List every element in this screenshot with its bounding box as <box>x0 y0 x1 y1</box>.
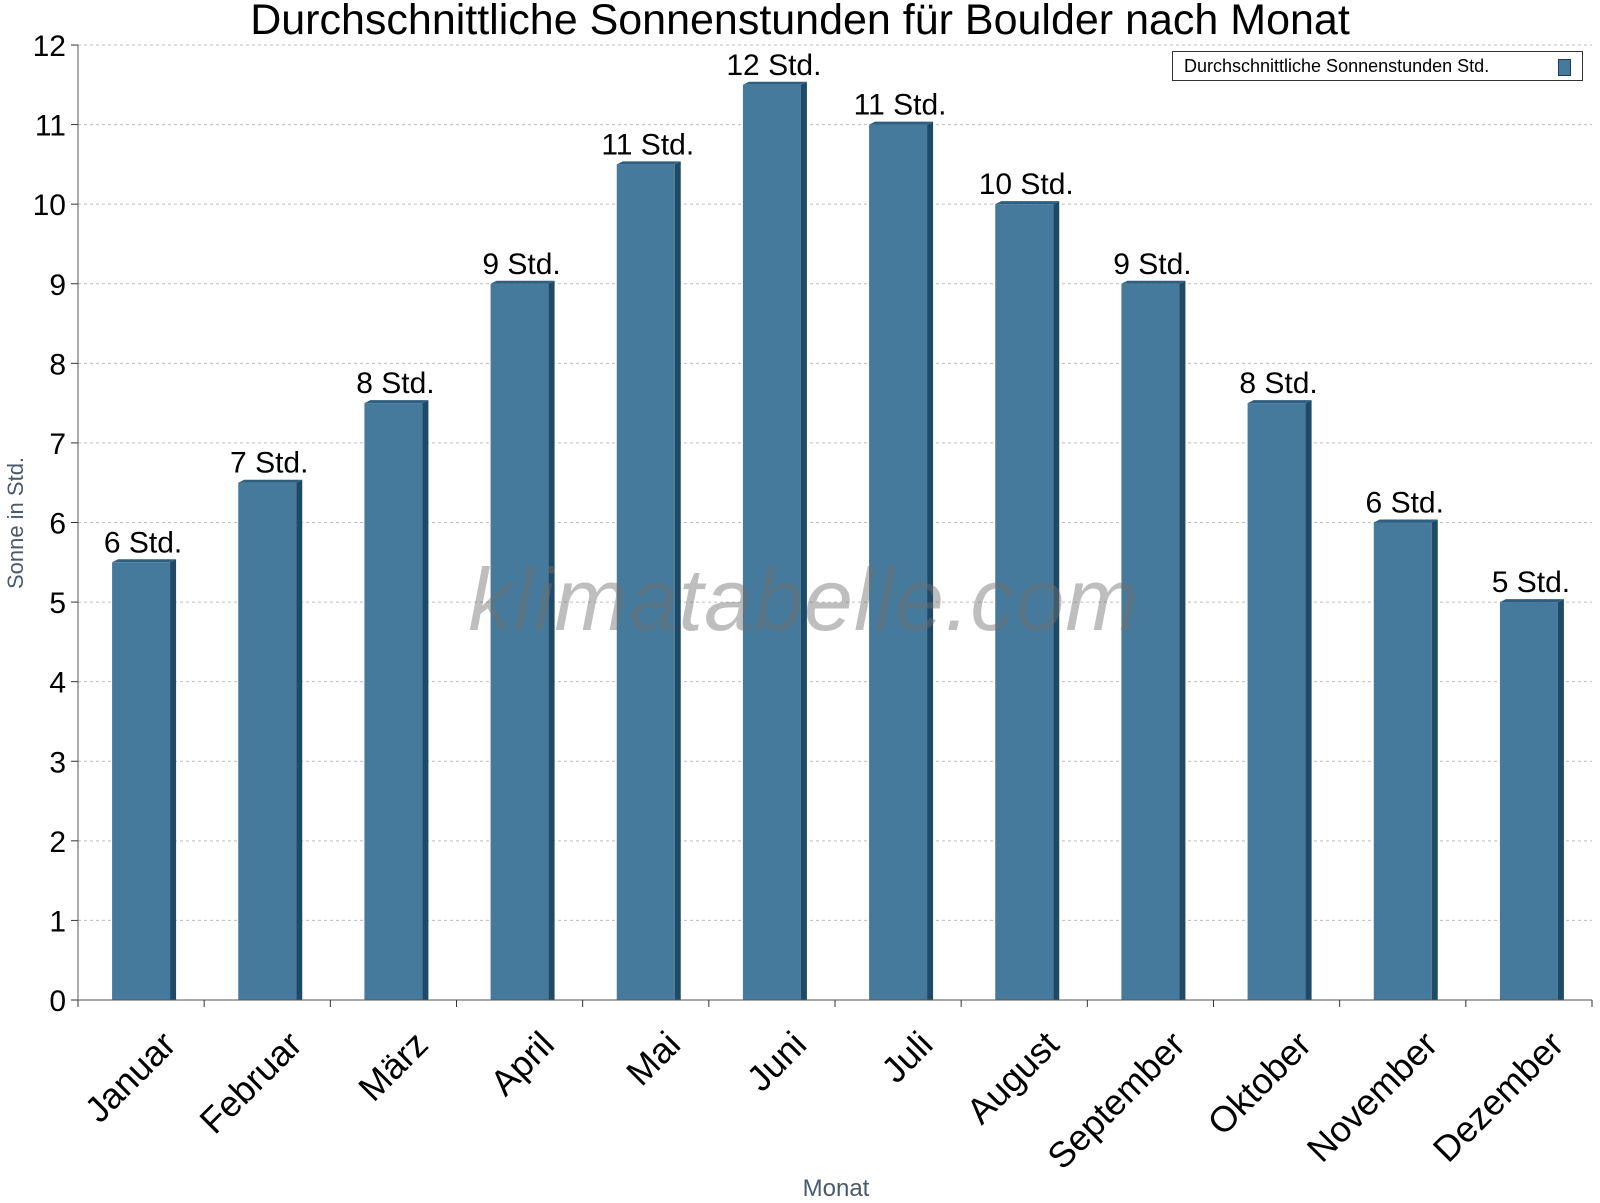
bar-top <box>742 81 807 85</box>
bar <box>112 562 171 1000</box>
bar-top <box>1373 519 1438 523</box>
bar-side <box>674 161 681 1000</box>
y-tick-label: 10 <box>33 189 66 222</box>
bar-side <box>1431 519 1438 1000</box>
legend: Durchschnittliche Sonnenstunden Std. <box>1172 51 1583 81</box>
data-label: 7 Std. <box>230 447 308 480</box>
y-tick-label: 8 <box>49 348 66 381</box>
y-tick-label: 2 <box>49 826 66 859</box>
data-label: 6 Std. <box>104 526 182 559</box>
data-label: 9 Std. <box>1113 248 1191 281</box>
bar-side <box>170 559 177 1000</box>
x-tick-label: November <box>1299 1023 1445 1169</box>
bar-side <box>1053 201 1060 1000</box>
bar-top <box>1247 400 1312 404</box>
y-tick-label: 9 <box>49 269 66 302</box>
bar-top <box>616 161 681 165</box>
x-tick-label: Dezember <box>1425 1023 1571 1169</box>
bar <box>1121 283 1180 1000</box>
x-tick-label: April <box>482 1023 562 1103</box>
bar-top <box>1499 599 1564 603</box>
x-tick-label: Juni <box>739 1023 815 1099</box>
y-tick-label: 5 <box>49 587 66 620</box>
bar <box>364 403 423 1000</box>
y-tick-label: 4 <box>49 667 66 700</box>
bar <box>1373 522 1432 1000</box>
bar <box>995 204 1054 1000</box>
data-label: 9 Std. <box>482 248 560 281</box>
data-label: 12 Std. <box>726 49 821 82</box>
y-tick-label: 6 <box>49 508 66 541</box>
x-tick-label: August <box>958 1023 1066 1131</box>
bar-side <box>1305 400 1312 1000</box>
bar <box>490 283 549 1000</box>
data-label: 11 Std. <box>601 128 694 161</box>
y-tick-label: 0 <box>49 985 66 1018</box>
bar-top <box>490 280 555 284</box>
bar-side <box>548 280 555 1000</box>
y-tick-label: 3 <box>49 746 66 779</box>
bar-top <box>995 201 1060 205</box>
legend-label: Durchschnittliche Sonnenstunden Std. <box>1184 56 1490 76</box>
data-label: 5 Std. <box>1492 566 1570 599</box>
y-tick-label: 12 <box>33 30 66 63</box>
bar-top <box>364 400 429 404</box>
data-label: 10 Std. <box>979 168 1074 201</box>
x-tick-label: Januar <box>77 1023 184 1130</box>
bar-side <box>927 121 934 1001</box>
bar-side <box>800 81 807 1000</box>
x-tick-label: März <box>350 1023 436 1109</box>
x-tick-label: September <box>1039 1023 1193 1177</box>
bar <box>238 482 297 1000</box>
bar-top <box>112 559 177 563</box>
bar-top <box>1121 280 1186 284</box>
bar-side <box>422 400 429 1000</box>
legend-swatch <box>1558 59 1571 76</box>
x-tick-label: Februar <box>191 1023 309 1141</box>
data-label: 8 Std. <box>1239 367 1317 400</box>
data-label: 6 Std. <box>1366 487 1444 520</box>
data-label: 11 Std. <box>854 89 947 122</box>
y-tick-label: 11 <box>35 110 66 143</box>
bar <box>616 164 675 1000</box>
y-tick-label: 1 <box>49 905 66 938</box>
bar-side <box>1179 280 1186 1000</box>
bar <box>869 124 928 1001</box>
x-tick-label: Juli <box>873 1023 940 1090</box>
x-tick-label: Oktober <box>1199 1023 1319 1143</box>
bar <box>1499 602 1558 1000</box>
bar <box>1247 403 1306 1000</box>
data-label: 8 Std. <box>356 367 434 400</box>
chart-title: Durchschnittliche Sonnenstunden für Boul… <box>250 0 1350 44</box>
x-axis-label: Monat <box>802 1175 870 1202</box>
bar <box>742 84 801 1000</box>
bar-side <box>296 479 303 1000</box>
x-tick-label: Mai <box>618 1023 688 1093</box>
bar-side <box>1557 599 1564 1000</box>
bar-top <box>869 121 934 125</box>
watermark: klimatabelle.com <box>468 550 1140 649</box>
bar-top <box>238 479 303 483</box>
y-tick-label: 7 <box>49 428 66 461</box>
